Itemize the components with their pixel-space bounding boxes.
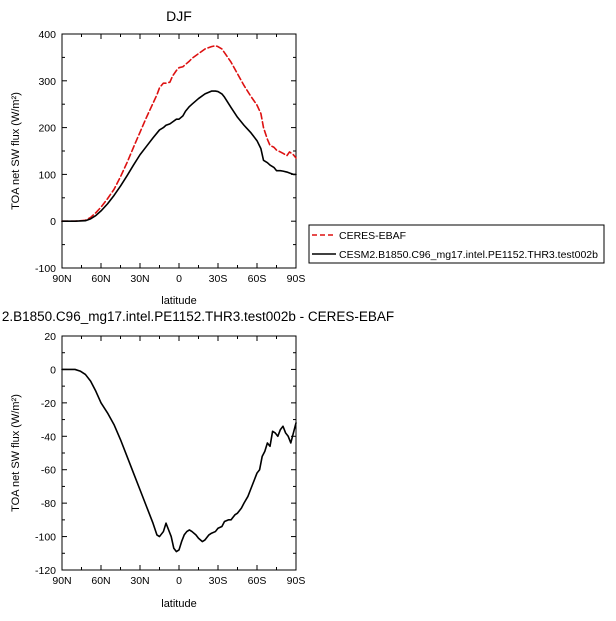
- top-x-tick-label: 60N: [91, 273, 110, 285]
- top-chart-title: DJF: [166, 8, 192, 24]
- bottom-series-line-0: [61, 368, 297, 553]
- top-series-line-1: [61, 90, 297, 222]
- bottom-x-tick-label: 90N: [52, 575, 71, 587]
- bottom-y-tick-label: -120: [35, 565, 56, 577]
- bottom-y-tick-label: 20: [44, 331, 56, 343]
- top-x-axis-label: latitude: [161, 295, 196, 307]
- legend-label-ceres: CERES-EBAF: [339, 230, 406, 242]
- bottom-x-tick-label: 60N: [91, 575, 110, 587]
- bottom-y-axis-label: TOA net SW flux (W/m²): [10, 394, 22, 512]
- top-y-tick-label: 400: [38, 29, 56, 41]
- bottom-x-axis: 90N 60N 30N 0 30S 60S 90S: [52, 336, 305, 587]
- bottom-series-group: [61, 368, 297, 553]
- bottom-x-tick-label: 0: [176, 575, 182, 587]
- bottom-x-axis-label: latitude: [161, 598, 196, 610]
- legend-box: [308, 224, 605, 264]
- top-series-group: [61, 44, 297, 222]
- legend: CERES-EBAF CESM2.B1850.C96_mg17.intel.PE…: [308, 224, 605, 264]
- bottom-y-tick-label: -60: [41, 465, 56, 477]
- bottom-chart: 2.B1850.C96_mg17.intel.PE1152.THR3.test0…: [2, 309, 394, 610]
- bottom-y-tick-label: 0: [50, 364, 56, 376]
- top-y-tick-label: -100: [35, 263, 56, 275]
- bottom-y-tick-label: -40: [41, 431, 56, 443]
- top-chart: DJF 90N 60N 30N 0 30S 60S 90S -100 0 100 200 300 40…: [10, 8, 305, 307]
- top-x-tick-label: 0: [176, 273, 182, 285]
- bottom-x-tick-label: 30N: [130, 575, 149, 587]
- top-y-axis-label: TOA net SW flux (W/m²): [10, 92, 22, 210]
- top-y-tick-label: 200: [38, 123, 56, 135]
- bottom-x-tick-label: 60S: [248, 575, 267, 587]
- legend-label-cesm: CESM2.B1850.C96_mg17.intel.PE1152.THR3.t…: [339, 249, 598, 261]
- top-x-tick-label: 90N: [52, 273, 71, 285]
- bottom-y-axis: -120 -100 -80 -60 -40 -20 0 20: [35, 331, 296, 577]
- top-x-tick-label: 60S: [248, 273, 267, 285]
- bottom-y-tick-label: -20: [41, 398, 56, 410]
- bottom-plot-frame: [61, 335, 297, 571]
- bottom-y-tick-label: -80: [41, 498, 56, 510]
- top-x-axis: 90N 60N 30N 0 30S 60S 90S: [52, 34, 305, 285]
- top-y-tick-label: 0: [50, 216, 56, 228]
- top-y-tick-label: 100: [38, 169, 56, 181]
- bottom-x-tick-label: 30S: [209, 575, 228, 587]
- top-x-tick-label: 90S: [287, 273, 306, 285]
- top-x-tick-label: 30S: [209, 273, 228, 285]
- top-series-line-0: [61, 44, 297, 222]
- top-y-tick-label: 300: [38, 76, 56, 88]
- bottom-y-tick-label: -100: [35, 532, 56, 544]
- bottom-x-tick-label: 90S: [287, 575, 306, 587]
- top-x-tick-label: 30N: [130, 273, 149, 285]
- top-y-axis: -100 0 100 200 300 400: [35, 29, 296, 275]
- bottom-chart-title: 2.B1850.C96_mg17.intel.PE1152.THR3.test0…: [2, 309, 394, 324]
